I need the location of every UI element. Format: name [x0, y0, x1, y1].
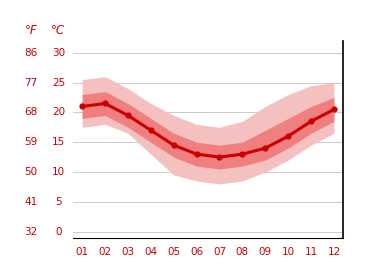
Text: 86: 86	[24, 48, 38, 58]
Text: 32: 32	[24, 227, 38, 236]
Text: 15: 15	[52, 137, 65, 147]
Text: 25: 25	[52, 78, 65, 88]
Text: 10: 10	[52, 167, 65, 177]
Text: 68: 68	[24, 108, 38, 117]
Text: 50: 50	[24, 167, 38, 177]
Text: 41: 41	[24, 197, 38, 207]
Text: 20: 20	[52, 108, 65, 117]
Text: 0: 0	[55, 227, 62, 236]
Text: °F: °F	[25, 23, 37, 37]
Text: 5: 5	[55, 197, 62, 207]
Text: 59: 59	[24, 137, 38, 147]
Text: 77: 77	[24, 78, 38, 88]
Text: °C: °C	[51, 23, 65, 37]
Text: 30: 30	[52, 48, 65, 58]
